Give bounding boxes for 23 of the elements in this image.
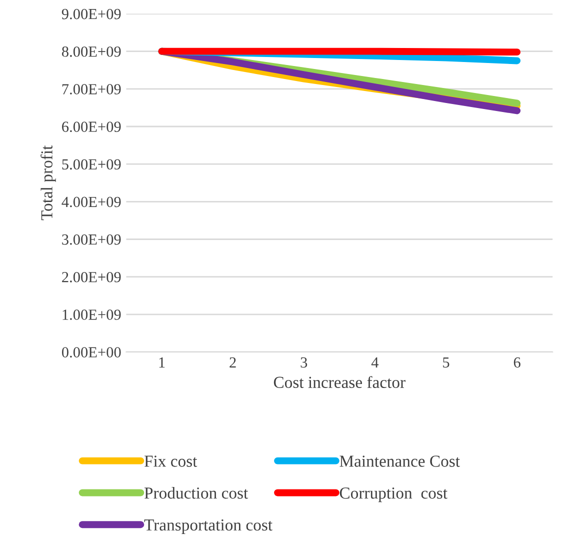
y-tick-label: 4.00E+09: [62, 196, 121, 208]
y-tick-label: 9.00E+09: [62, 8, 121, 20]
x-tick-label: 2: [230, 357, 236, 368]
x-tick-label: 5: [443, 357, 450, 368]
legend-label: Transportation cost: [144, 519, 272, 534]
legend-label: Maintenance Cost: [340, 456, 460, 467]
y-tick-label: 2.00E+09: [62, 272, 121, 282]
y-tick-label: 6.00E+09: [62, 122, 121, 132]
x-tick-label: 3: [300, 357, 308, 368]
x-axis-title: Cost increase factor: [274, 376, 406, 388]
legend-label: Fix cost: [144, 456, 198, 467]
y-tick-label: 0.00E+00: [62, 347, 121, 358]
y-tick-label: 8.00E+09: [62, 46, 121, 57]
x-tick-label: 4: [371, 357, 379, 368]
legend-label: Production cost: [144, 486, 248, 499]
legend-label: Corruption cost: [340, 488, 448, 502]
y-tick-label: 1.00E+09: [62, 310, 121, 320]
x-tick-label: 1: [159, 357, 165, 368]
y-tick-label: 3.00E+09: [62, 234, 121, 245]
y-axis-title: Total profit: [40, 145, 56, 220]
y-tick-label: 5.00E+09: [62, 159, 121, 170]
x-tick-label: 6: [514, 357, 520, 368]
y-tick-label: 7.00E+09: [62, 84, 121, 94]
